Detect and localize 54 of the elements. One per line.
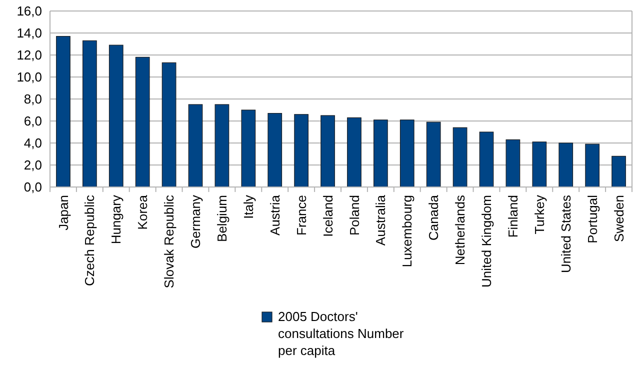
y-tick-label: 10,0	[16, 70, 42, 85]
x-tick-label: Austria	[267, 194, 282, 236]
x-tick-label: Portugal	[584, 194, 600, 244]
x-tick-label: Japan	[56, 195, 71, 230]
bar	[558, 142, 574, 188]
bar	[82, 40, 97, 188]
bar	[188, 104, 203, 188]
x-tick-label: United States	[558, 194, 574, 274]
x-tick-label: Hungary	[108, 194, 124, 244]
bar	[506, 139, 520, 188]
x-tick-label: France	[294, 195, 309, 236]
x-tick-label: Poland	[346, 195, 362, 236]
y-tick-label: 6,0	[24, 114, 42, 129]
bar	[532, 142, 547, 188]
bar	[452, 127, 468, 188]
y-tick-label: 12,0	[16, 48, 42, 63]
bar	[56, 36, 70, 188]
x-tick-label: Turkey	[532, 194, 547, 234]
y-tick-label: 0,0	[24, 180, 42, 195]
bar	[214, 104, 230, 188]
y-tick-label: 8,0	[24, 92, 42, 107]
x-tick-label: Netherlands	[452, 194, 468, 266]
bar	[294, 114, 308, 188]
bar	[347, 117, 362, 188]
x-tick-label: Iceland	[320, 195, 336, 237]
y-tick-label: 14,0	[16, 26, 42, 41]
bar	[374, 120, 388, 188]
bar	[320, 115, 335, 188]
x-tick-label: Korea	[135, 194, 150, 230]
bar	[241, 110, 256, 188]
bar	[268, 113, 282, 188]
bar	[585, 144, 600, 188]
bar	[426, 122, 441, 188]
bar	[612, 156, 626, 188]
x-tick-label: Germany	[188, 194, 204, 248]
x-tick-label: Canada	[426, 194, 442, 241]
x-tick-label: Italy	[240, 194, 256, 219]
y-tick-label: 2,0	[24, 158, 42, 173]
bar	[108, 44, 124, 188]
x-tick-label: Sweden	[611, 195, 626, 242]
x-tick-label: Finland	[506, 195, 521, 238]
y-tick-label: 4,0	[24, 136, 42, 151]
legend-label: 2005 Doctors' consultations Number per capita	[278, 309, 404, 358]
x-tick-label: Luxembourg	[400, 195, 415, 268]
x-tick-label: Belgium	[214, 195, 230, 242]
y-tick-label: 16,0	[16, 4, 42, 19]
x-tick-label: Slovak Republic	[162, 194, 177, 288]
bar	[479, 132, 494, 188]
x-tick-label: United Kingdom	[479, 195, 494, 288]
bar	[162, 62, 176, 188]
x-tick-label: Czech Republic	[82, 194, 98, 286]
x-tick-label: Australia	[373, 194, 388, 246]
bar	[400, 120, 414, 188]
bar	[135, 56, 150, 188]
